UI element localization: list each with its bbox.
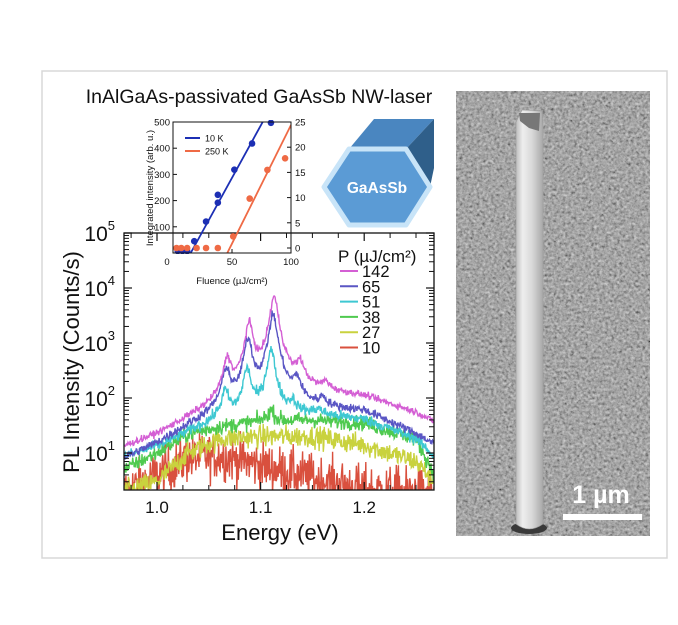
hexagon-top-face — [349, 119, 434, 149]
legend-label-27: 27 — [362, 324, 380, 342]
nanowire-cross-section-schematic: GaAsSb — [321, 119, 434, 228]
inset-fluence-plot: 0 50 100 100 200 300 400 500 0 5 10 15 20 25 Fluence … — [145, 118, 306, 288]
series-65-line — [124, 310, 434, 461]
inset-y-right-tick-label: 0 — [295, 244, 300, 255]
inset-y-right-tick-label: 20 — [295, 143, 306, 154]
inset-data-point — [183, 244, 191, 252]
inset-data-point — [202, 244, 210, 252]
y-tick-label: 101 — [84, 438, 115, 466]
y-tick-label: 105 — [84, 218, 115, 246]
series-10-line — [124, 431, 434, 490]
inset-x-label: Fluence (µJ/cm²) — [196, 276, 267, 287]
y-tick-base: 10 — [84, 278, 107, 301]
y-tick-base: 10 — [84, 443, 107, 466]
sem-substrate-texture — [456, 91, 650, 536]
schematic-label: GaAsSb — [347, 180, 407, 197]
inset-data-point — [214, 244, 222, 252]
scale-bar — [563, 514, 642, 520]
series-51-line — [124, 346, 434, 460]
inset-y-right-tick-label: 10 — [295, 193, 306, 204]
inset-y-left-tick-label: 400 — [154, 144, 170, 155]
legend-title: P (µJ/cm²) — [338, 247, 416, 266]
sem-image: 1 µm — [456, 91, 650, 536]
inset-x-tick-label: 50 — [227, 257, 238, 268]
legend-label-51: 51 — [362, 294, 380, 312]
inset-x-tick-label: 0 — [164, 257, 169, 268]
y-tick-exponent: 5 — [108, 218, 115, 233]
inset-y-left-tick-label: 100 — [154, 222, 170, 233]
inset-fit-line-1 — [226, 124, 291, 254]
y-tick-exponent: 3 — [108, 328, 115, 343]
inset-data-point — [177, 244, 185, 252]
series-142-line — [124, 294, 434, 448]
inset-data-point — [231, 166, 238, 173]
y-tick-base: 10 — [84, 388, 107, 411]
figure-title: InAlGaAs-passivated GaAsSb NW-laser — [86, 86, 433, 108]
inset-data-point — [193, 244, 200, 252]
hexagon-front-face — [321, 146, 433, 228]
main-plot-frame — [123, 232, 435, 491]
scale-bar-label: 1 µm — [572, 481, 629, 509]
y-tick-label: 103 — [84, 328, 115, 356]
inset-data-point — [173, 244, 180, 252]
y-tick-exponent: 2 — [108, 383, 115, 398]
inset-data-point — [267, 120, 275, 127]
y-tick-exponent: 1 — [108, 438, 115, 453]
y-tick-base: 10 — [84, 223, 107, 246]
inset-legend-label-0: 10 K — [205, 134, 224, 144]
y-tick-base: 10 — [84, 333, 107, 356]
inset-x-tick-label: 100 — [283, 257, 299, 268]
inset-y-left-tick-label: 200 — [154, 196, 170, 207]
y-tick-exponent: 4 — [108, 273, 115, 288]
x-tick-label: 1.0 — [145, 498, 169, 517]
inset-y-right-tick-label: 15 — [295, 168, 306, 179]
inset-data-point — [214, 191, 222, 199]
inset-data-point — [246, 195, 253, 202]
nanowire-tip — [519, 113, 540, 131]
inset-data-point — [202, 218, 210, 225]
y-tick-label: 104 — [84, 273, 115, 301]
x-tick-label: 1.2 — [352, 498, 376, 517]
y-tick-label: 102 — [84, 383, 115, 411]
series-27-line — [124, 423, 434, 490]
inset-data-point — [281, 154, 289, 162]
y-axis-label: PL Intensity (Counts/s) — [59, 251, 84, 473]
inset-data-point — [248, 140, 256, 147]
inset-data-point — [190, 237, 198, 245]
legend-label-142: 142 — [362, 263, 390, 281]
inset-data-point — [229, 233, 237, 240]
x-tick-label: 1.1 — [249, 498, 273, 517]
inset-y-right-tick-label: 5 — [295, 218, 300, 229]
inset-y-left-tick-label: 300 — [154, 170, 170, 181]
inset-y-right-tick-label: 25 — [295, 118, 306, 129]
inset-y-label: Integrated intensity (arb. u.) — [145, 130, 156, 246]
legend-label-10: 10 — [362, 340, 380, 358]
legend-label-38: 38 — [362, 309, 380, 327]
inset-y-left-tick-label: 500 — [154, 118, 170, 129]
nanowire — [515, 109, 544, 530]
legend-label-65: 65 — [362, 278, 380, 296]
inset-data-point — [264, 166, 271, 174]
x-axis-label: Energy (eV) — [221, 520, 338, 545]
inset-data-point — [214, 199, 222, 206]
inset-legend-label-1: 250 K — [205, 147, 229, 157]
